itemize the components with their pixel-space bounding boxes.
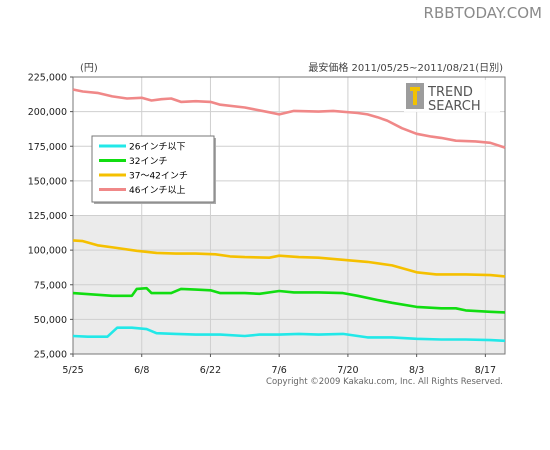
logo-line2: SEARCH — [428, 99, 481, 114]
y-tick-label: 175,000 — [28, 142, 67, 153]
trend-search-logo: TREND SEARCH — [404, 80, 500, 114]
legend-label-1: 26インチ以下 — [129, 142, 185, 153]
y-tick-label: 125,000 — [28, 211, 67, 222]
x-tick-label: 5/25 — [62, 365, 83, 376]
y-tick-label: 50,000 — [34, 315, 67, 326]
y-tick-label: 225,000 — [28, 73, 67, 84]
x-tick-label: 6/22 — [200, 365, 221, 376]
series-line-4 — [72, 88, 506, 149]
y-tick-label: 25,000 — [34, 350, 67, 361]
series-lines — [72, 88, 506, 343]
x-tick-label: 7/20 — [337, 365, 358, 376]
legend-label-4: 46インチ以上 — [129, 185, 185, 196]
y-tick-label: 75,000 — [34, 280, 67, 291]
site-watermark: RBBTODAY.COM — [423, 4, 542, 22]
series-line-3 — [72, 239, 506, 278]
copyright: Copyright ©2009 Kakaku.com, Inc. All Rig… — [266, 377, 503, 387]
legend-label-3: 37～42インチ — [129, 171, 188, 182]
series-line-2 — [72, 286, 506, 314]
legend-label-2: 32インチ — [129, 156, 167, 167]
x-axis: 5/25 6/8 6/22 7/6 7/20 8/3 8/17 — [62, 354, 496, 376]
y-tick-label: 100,000 — [28, 246, 67, 257]
x-tick-label: 6/8 — [134, 365, 149, 376]
x-tick-label: 8/17 — [475, 365, 496, 376]
x-tick-label: 8/3 — [409, 365, 424, 376]
series-line-1 — [72, 326, 506, 343]
y-axis-unit: (円) — [80, 63, 98, 74]
x-tick-label: 7/6 — [272, 365, 287, 376]
chart-title: 最安価格 2011/05/25~2011/08/21(日別) — [308, 61, 503, 74]
y-tick-label: 200,000 — [28, 107, 67, 118]
logo-line1: TREND — [427, 85, 473, 100]
legend: 26インチ以下 32インチ 37～42インチ 46インチ以上 — [91, 135, 216, 204]
y-axis: 25,000 50,000 75,000 100,000 125,000 150,000 1… — [28, 73, 73, 361]
y-tick-label: 150,000 — [28, 176, 67, 187]
